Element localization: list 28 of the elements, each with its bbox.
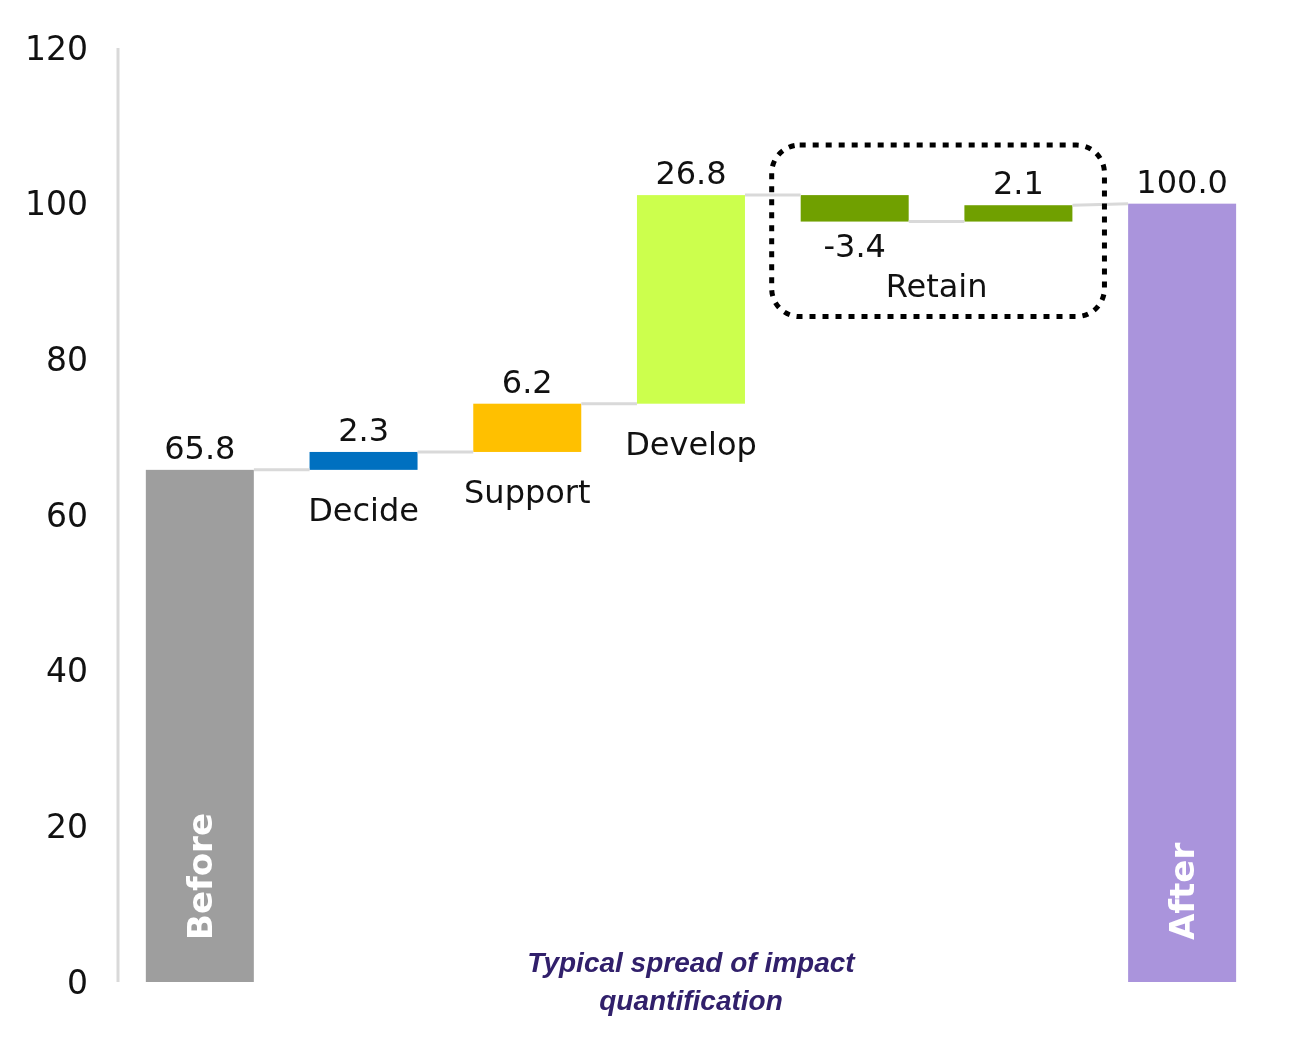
x-tick-label: Develop bbox=[625, 424, 757, 463]
x-tick-label: Support bbox=[464, 472, 591, 511]
bar bbox=[636, 195, 745, 404]
data-label: 26.8 bbox=[655, 154, 727, 193]
data-label: 2.1 bbox=[992, 164, 1044, 203]
bar bbox=[309, 451, 418, 470]
y-tick-label: 100 bbox=[25, 184, 88, 224]
y-tick-label: 60 bbox=[46, 495, 88, 535]
bar bbox=[964, 205, 1073, 222]
y-tick-label: 40 bbox=[46, 651, 88, 691]
x-tick-label: Decide bbox=[308, 490, 419, 529]
y-tick-label: 120 bbox=[25, 28, 88, 68]
bar bbox=[1128, 203, 1237, 982]
y-tick-label: 80 bbox=[46, 340, 88, 380]
bar bbox=[473, 403, 582, 452]
bar bbox=[800, 195, 909, 222]
bar bbox=[145, 469, 254, 982]
data-label: -3.4 bbox=[823, 226, 886, 265]
x-tick-label: After bbox=[1162, 842, 1203, 940]
data-label: 6.2 bbox=[501, 362, 553, 401]
data-label: 2.3 bbox=[338, 410, 390, 449]
annotation: Typical spread of impact quantification bbox=[526, 946, 857, 1018]
x-tick-label: Before bbox=[179, 813, 220, 940]
data-label: 100.0 bbox=[1136, 162, 1228, 201]
y-tick-label: 20 bbox=[46, 807, 88, 847]
annotation: Retain bbox=[885, 266, 988, 305]
y-tick-label: 0 bbox=[67, 962, 88, 1002]
data-label: 65.8 bbox=[164, 428, 236, 467]
